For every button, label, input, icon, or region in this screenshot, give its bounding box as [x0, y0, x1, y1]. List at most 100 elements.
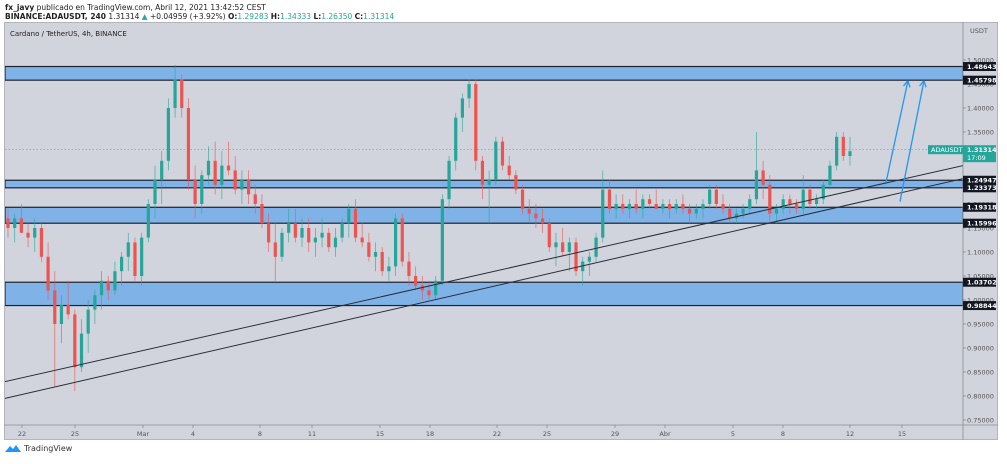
candle [701, 204, 705, 209]
candle [500, 141, 505, 166]
svg-text:0.85000: 0.85000 [967, 368, 994, 376]
candle [667, 204, 672, 209]
candle [93, 295, 97, 310]
candle [714, 189, 718, 204]
svg-text:1.10000: 1.10000 [967, 248, 994, 256]
svg-text:29: 29 [611, 430, 619, 438]
last-price: 1.31314 [108, 12, 140, 21]
candle [26, 232, 30, 238]
svg-text:25: 25 [543, 430, 551, 438]
candle [781, 199, 785, 209]
candle [527, 208, 531, 214]
svg-text:17:09: 17:09 [967, 154, 986, 162]
candle [507, 165, 511, 176]
chart-title: Cardano / TetherUS, 4h, BINANCE [10, 30, 127, 38]
candle [561, 242, 565, 252]
author-name[interactable]: fx_javy [5, 3, 35, 12]
svg-text:18: 18 [426, 430, 434, 438]
candle [587, 256, 591, 262]
candle [186, 108, 191, 180]
candle [554, 242, 558, 248]
tradingview-logo-icon [5, 445, 21, 452]
candle [126, 242, 130, 257]
tradingview-footer[interactable]: TradingView [5, 444, 72, 453]
svg-text:11: 11 [308, 430, 316, 438]
candle [794, 204, 799, 209]
svg-text:1.40000: 1.40000 [967, 104, 994, 112]
candle [400, 218, 404, 262]
candle [480, 160, 485, 185]
candle [641, 199, 645, 209]
candle [828, 165, 832, 185]
candle [113, 271, 117, 291]
candle [347, 208, 351, 224]
candle [367, 242, 371, 257]
candle [768, 184, 772, 214]
svg-text:0.95000: 0.95000 [967, 320, 994, 328]
candle [427, 290, 431, 296]
candle [514, 175, 518, 190]
trendline[interactable] [5, 178, 963, 399]
trendline[interactable] [5, 165, 963, 383]
candle [53, 290, 57, 324]
price-label [963, 301, 996, 311]
candle [728, 208, 732, 219]
svg-text:15: 15 [898, 430, 906, 438]
candle [206, 160, 211, 176]
candle [734, 213, 738, 219]
price-label [963, 183, 996, 193]
candle [333, 237, 338, 248]
svg-text:1.19318: 1.19318 [967, 204, 997, 212]
candle [313, 237, 317, 243]
candle [293, 223, 297, 238]
support-resistance-zone[interactable] [5, 65, 963, 81]
candle [567, 242, 571, 252]
price-label [963, 218, 996, 228]
candle [748, 199, 752, 209]
candle [287, 223, 291, 233]
candle [541, 218, 545, 224]
candle [240, 180, 244, 190]
candle [13, 218, 17, 228]
candle [841, 136, 845, 156]
brand-label: TradingView [24, 444, 73, 453]
current-price-tag [963, 145, 996, 163]
candle [146, 204, 150, 238]
candle [520, 189, 525, 209]
svg-text:USDT: USDT [970, 27, 988, 35]
candle [19, 218, 23, 233]
svg-text:22: 22 [493, 430, 501, 438]
high-value: 1.34333 [280, 12, 312, 21]
close-value: 1.31314 [363, 12, 395, 21]
svg-text:12: 12 [846, 430, 854, 438]
svg-text:1.50000: 1.50000 [967, 56, 994, 64]
candle [808, 189, 812, 204]
candle [133, 242, 137, 276]
candle [594, 237, 598, 257]
candle [59, 304, 64, 324]
candle [273, 242, 277, 257]
candle [721, 204, 725, 209]
svg-text:5: 5 [731, 430, 735, 438]
candle [6, 218, 10, 228]
candle [307, 228, 311, 243]
candle [267, 223, 271, 243]
svg-text:Abr: Abr [659, 430, 671, 438]
svg-text:4: 4 [191, 430, 195, 438]
projection-arrow[interactable] [899, 80, 925, 202]
svg-text:0.75000: 0.75000 [967, 416, 994, 424]
price-label [963, 62, 996, 72]
svg-text:8: 8 [781, 430, 785, 438]
svg-text:Mar: Mar [137, 430, 150, 438]
candle [99, 280, 104, 296]
symbol-info: BINANCE:ADAUSDT, 240 1.31314 ▲ +0.04959 … [5, 12, 395, 21]
projection-arrow[interactable] [885, 80, 909, 183]
support-resistance-zone[interactable] [5, 281, 963, 307]
candle [607, 189, 612, 209]
svg-text:1.35000: 1.35000 [967, 128, 994, 136]
candle [788, 199, 792, 204]
price-label [963, 202, 996, 212]
candle [801, 189, 805, 209]
candle [581, 261, 585, 272]
